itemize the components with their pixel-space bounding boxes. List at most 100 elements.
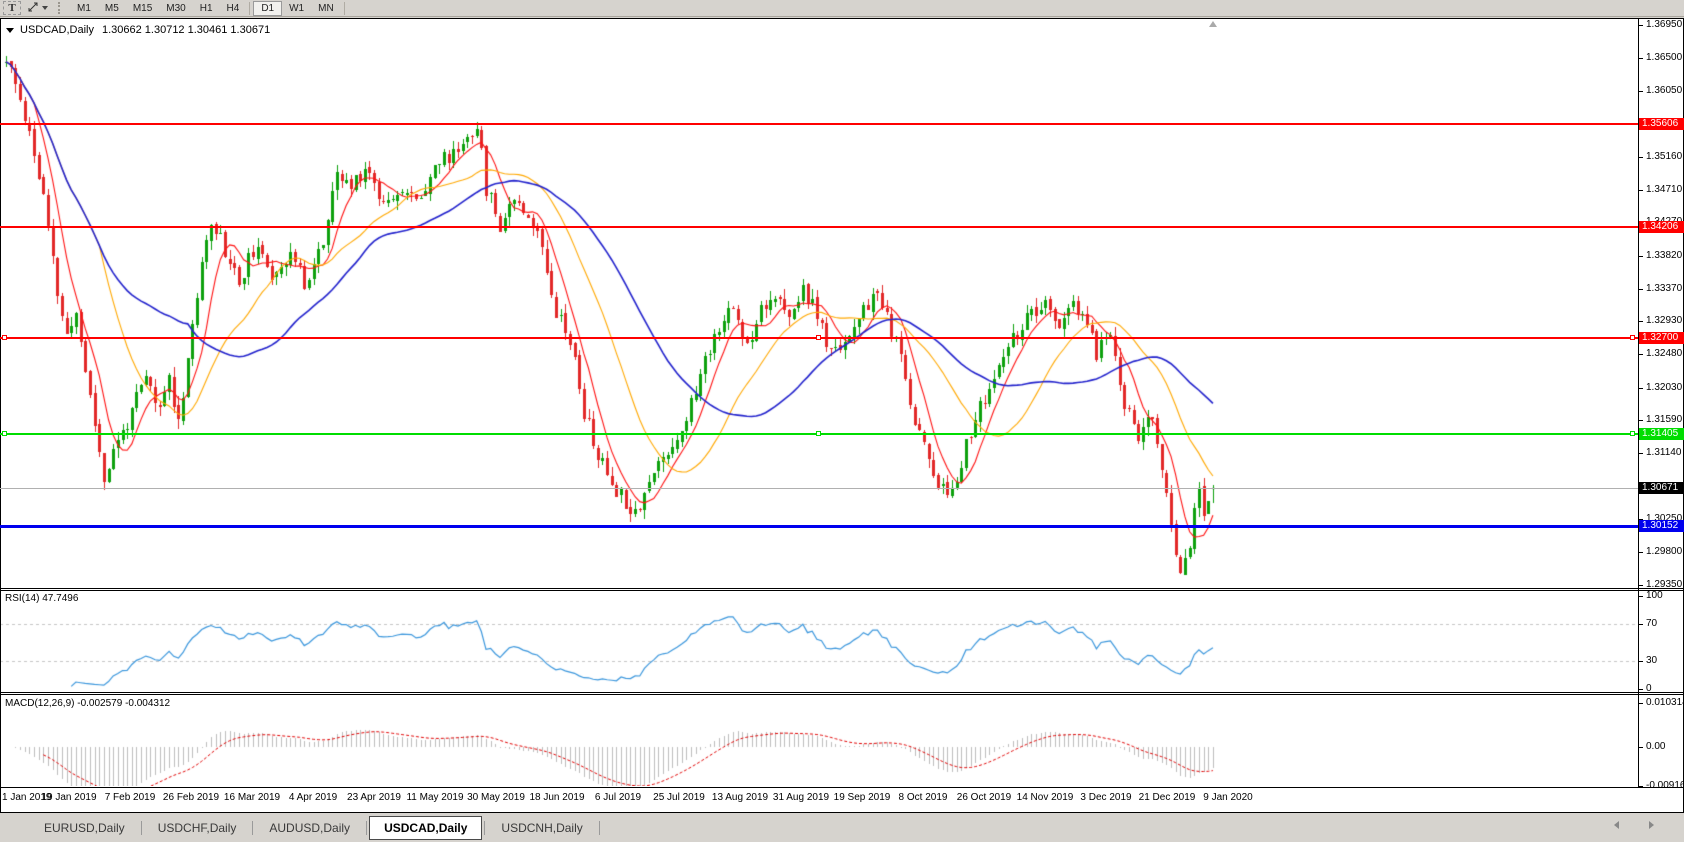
price-tick-label: 1.30250 xyxy=(1646,513,1683,524)
crosshair-arrows-button[interactable] xyxy=(24,1,51,15)
timeframe-button-m30[interactable]: M30 xyxy=(166,2,186,14)
date-label: 13 Aug 2019 xyxy=(711,792,769,803)
timeframe-button-w1[interactable]: W1 xyxy=(289,2,305,14)
date-label: 9 Jan 2020 xyxy=(1203,792,1253,803)
current-price-line xyxy=(0,488,1638,489)
price-tick-label: 1.36500 xyxy=(1646,52,1683,63)
collapse-arrow-icon[interactable] xyxy=(6,27,14,33)
line-handle[interactable] xyxy=(2,431,7,436)
tab-separator xyxy=(598,820,600,835)
date-label: 14 Nov 2019 xyxy=(1016,792,1074,803)
date-label: 31 Aug 2019 xyxy=(772,792,830,803)
tab-scroll-left-icon[interactable] xyxy=(1614,821,1619,829)
date-label: 6 Jul 2019 xyxy=(594,792,642,803)
pane-border xyxy=(0,18,1684,19)
price-tick-mark xyxy=(1639,157,1643,158)
text-tool-button[interactable]: T xyxy=(3,1,21,15)
pane-border xyxy=(0,787,1684,788)
pane-border xyxy=(0,692,1684,693)
line-handle[interactable] xyxy=(816,335,821,340)
date-label: 3 Dec 2019 xyxy=(1080,792,1132,803)
price-tick-label: 1.32030 xyxy=(1646,382,1683,393)
price-tick-label: 1.31590 xyxy=(1646,414,1683,425)
rsi-tick-label: 100 xyxy=(1646,590,1663,601)
chart-tab-audusd[interactable]: AUDUSD,Daily xyxy=(269,820,351,835)
price-tick-mark xyxy=(1639,420,1643,421)
rsi-tick-mark xyxy=(1639,596,1643,597)
macd-tick-label: -0.009166 xyxy=(1646,780,1684,791)
toolbar-grip[interactable] xyxy=(58,2,63,14)
date-label: 7 Feb 2019 xyxy=(104,792,156,803)
date-label: 19 Sep 2019 xyxy=(833,792,891,803)
chart-shift-marker-icon xyxy=(1209,21,1217,27)
date-label: 21 Dec 2019 xyxy=(1138,792,1196,803)
timeframe-button-mn[interactable]: MN xyxy=(318,2,334,14)
timeframe-button-m15[interactable]: M15 xyxy=(132,2,153,14)
price-tick-label: 1.32480 xyxy=(1646,348,1683,359)
price-tick-mark xyxy=(1639,321,1643,322)
price-tick-mark xyxy=(1639,91,1643,92)
pane-border xyxy=(1638,18,1639,788)
date-label: 26 Oct 2019 xyxy=(956,792,1012,803)
price-tick-mark xyxy=(1639,256,1643,257)
tab-separator xyxy=(140,820,142,835)
rsi-tick-label: 30 xyxy=(1646,655,1658,666)
rsi-indicator-label: RSI(14) 47.7496 xyxy=(5,593,79,604)
line-handle[interactable] xyxy=(1630,431,1635,436)
hline-label-support-green: 1.31405 xyxy=(1639,428,1684,440)
tab-separator xyxy=(252,820,254,835)
rsi-panel-canvas[interactable] xyxy=(0,591,1638,691)
hline-resistance-mid[interactable] xyxy=(0,226,1638,228)
price-tick-label: 1.33820 xyxy=(1646,250,1683,261)
price-tick-label: 1.29800 xyxy=(1646,546,1683,557)
current-price-label: 1.30671 xyxy=(1639,482,1684,494)
date-label: 25 Jul 2019 xyxy=(653,792,705,803)
toolbar: T M1 M5 M15 M30 H1 H4 D1 W1 MN xyxy=(0,0,1684,17)
timeframe-button-m5[interactable]: M5 xyxy=(104,2,119,14)
rsi-tick-label: 0 xyxy=(1646,683,1652,694)
macd-indicator-label: MACD(12,26,9) -0.002579 -0.004312 xyxy=(5,698,171,709)
pane-border xyxy=(0,812,1684,813)
date-label: 23 Apr 2019 xyxy=(347,792,401,803)
price-tick-mark xyxy=(1639,354,1643,355)
timeframe-button-m1[interactable]: M1 xyxy=(77,2,91,14)
price-tick-label: 1.35160 xyxy=(1646,151,1683,162)
macd-tick-mark xyxy=(1639,703,1643,704)
hline-resistance-upper[interactable] xyxy=(0,123,1638,125)
chart-title: USDCAD,Daily 1.30662 1.30712 1.30461 1.3… xyxy=(6,24,270,36)
chart-tab-bar: EURUSD,Daily USDCHF,Daily AUDUSD,Daily USDC… xyxy=(0,813,1684,842)
price-tick-mark xyxy=(1639,453,1643,454)
chart-symbol-label: USDCAD,Daily xyxy=(20,24,94,36)
chart-tab-usdcnh[interactable]: USDCNH,Daily xyxy=(501,820,583,835)
date-label: 11 May 2019 xyxy=(406,792,464,803)
macd-tick-label: 0.010314 xyxy=(1646,697,1684,708)
chart-tab-usdcad[interactable]: USDCAD,Daily xyxy=(369,815,483,840)
price-tick-mark xyxy=(1639,585,1643,586)
line-handle[interactable] xyxy=(816,431,821,436)
arrows-icon xyxy=(27,1,39,16)
date-label: 4 Apr 2019 xyxy=(288,792,338,803)
main-chart-canvas[interactable] xyxy=(0,20,1638,587)
date-label: 19 Jan 2019 xyxy=(41,792,97,803)
hline-label-support-blue: 1.30152 xyxy=(1639,520,1684,532)
chart-tab-usdchf[interactable]: USDCHF,Daily xyxy=(157,820,237,835)
tab-scroll-right-icon[interactable] xyxy=(1649,821,1654,829)
line-handle[interactable] xyxy=(2,335,7,340)
chart-tab-eurusd[interactable]: EURUSD,Daily xyxy=(44,820,125,835)
price-tick-mark xyxy=(1639,519,1643,520)
pane-border xyxy=(0,588,1684,589)
toolbar-separator xyxy=(249,1,251,15)
macd-panel-canvas[interactable] xyxy=(0,695,1638,786)
date-label: 30 May 2019 xyxy=(467,792,525,803)
hline-support-blue[interactable] xyxy=(0,525,1638,528)
price-tick-label: 1.31140 xyxy=(1646,447,1682,458)
hline-label-resistance-lower: 1.32700 xyxy=(1639,332,1684,344)
timeframe-button-h1[interactable]: H1 xyxy=(199,2,213,14)
timeframe-button-d1[interactable]: D1 xyxy=(253,0,283,16)
price-tick-mark xyxy=(1639,190,1643,191)
date-label: 8 Oct 2019 xyxy=(898,792,948,803)
pane-border xyxy=(0,694,1684,695)
line-handle[interactable] xyxy=(1630,335,1635,340)
timeframe-button-h4[interactable]: H4 xyxy=(226,2,240,14)
